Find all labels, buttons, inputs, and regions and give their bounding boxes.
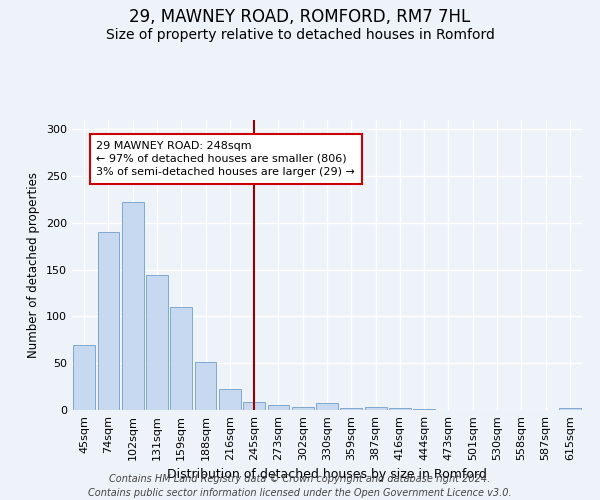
Bar <box>389 408 411 410</box>
Bar <box>340 408 362 410</box>
Text: Contains HM Land Registry data © Crown copyright and database right 2024.
Contai: Contains HM Land Registry data © Crown c… <box>88 474 512 498</box>
X-axis label: Distribution of detached houses by size in Romford: Distribution of detached houses by size … <box>167 468 487 481</box>
Bar <box>73 346 95 410</box>
Bar <box>194 362 217 410</box>
Bar <box>146 276 168 410</box>
Bar <box>292 407 314 410</box>
Bar <box>170 307 192 410</box>
Bar <box>243 402 265 410</box>
Bar <box>97 232 119 410</box>
Text: Size of property relative to detached houses in Romford: Size of property relative to detached ho… <box>106 28 494 42</box>
Bar <box>268 406 289 410</box>
Y-axis label: Number of detached properties: Number of detached properties <box>28 172 40 358</box>
Text: 29 MAWNEY ROAD: 248sqm
← 97% of detached houses are smaller (806)
3% of semi-det: 29 MAWNEY ROAD: 248sqm ← 97% of detached… <box>96 140 355 177</box>
Bar <box>219 390 241 410</box>
Bar <box>413 409 435 410</box>
Bar <box>122 202 143 410</box>
Bar <box>316 402 338 410</box>
Bar <box>365 407 386 410</box>
Text: 29, MAWNEY ROAD, ROMFORD, RM7 7HL: 29, MAWNEY ROAD, ROMFORD, RM7 7HL <box>130 8 470 26</box>
Bar <box>559 408 581 410</box>
